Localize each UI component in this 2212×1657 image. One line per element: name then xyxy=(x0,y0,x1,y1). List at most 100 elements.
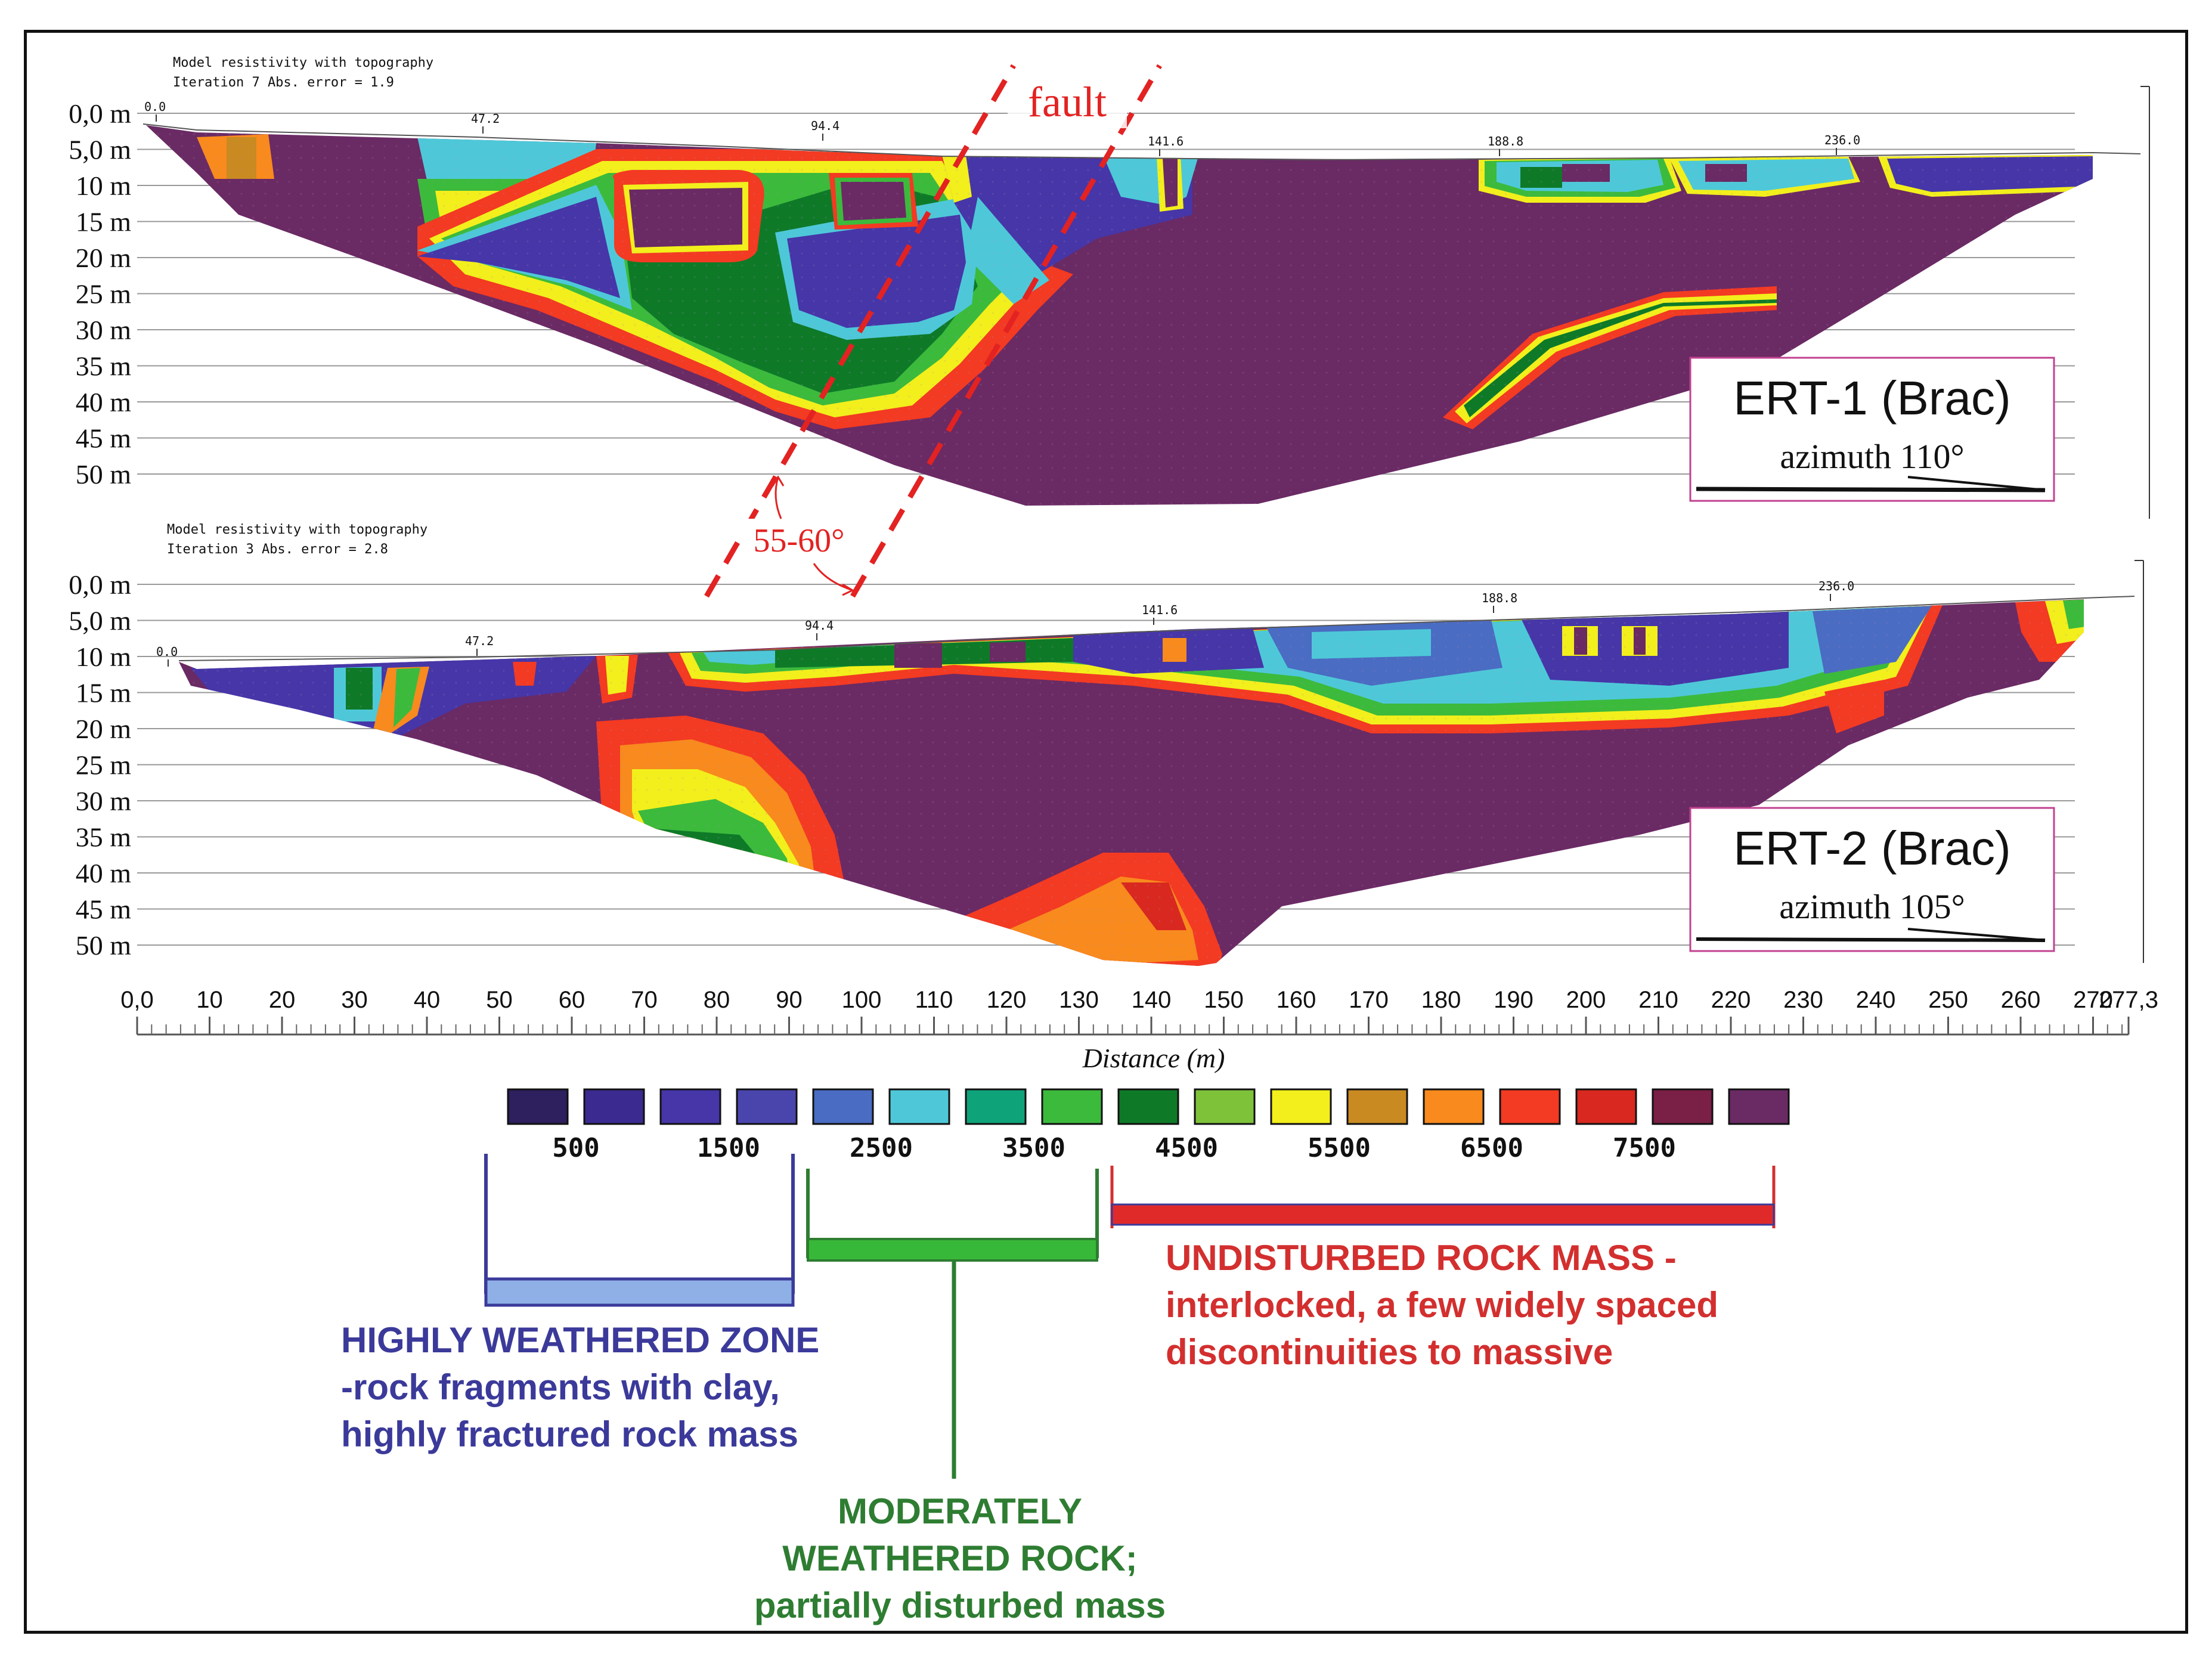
ert2-topo-label: 94.4 xyxy=(805,618,834,633)
distance-tick-label: 50 xyxy=(486,987,513,1013)
ert2-depth-label: 25 m xyxy=(76,750,132,781)
distance-tick-label: 230 xyxy=(1783,987,1823,1013)
ert2-topo-label: 47.2 xyxy=(465,634,494,648)
ert1-topography-labels: 0.0 47.2 94.4 141.6 188.8 236.0 xyxy=(144,100,1860,156)
ert2-depth-label: 45 m xyxy=(76,894,132,925)
ert2-depth-label: 50 m xyxy=(76,930,132,961)
colorbar-label: 500 xyxy=(552,1133,599,1163)
undisturbed-title: UNDISTURBED ROCK MASS - xyxy=(1166,1238,1677,1278)
fault-label: fault xyxy=(1028,78,1107,126)
colorbar-swatch xyxy=(736,1088,798,1125)
highly-weathered-title: HIGHLY WEATHERED ZONE xyxy=(341,1320,819,1360)
ert1-title: ERT-1 (Brac) xyxy=(1733,371,2010,425)
distance-tick-label: 180 xyxy=(1421,987,1461,1013)
distance-axis: 0,0 10 20 30 40 50 60 70 80 90 100 110 120 130 140 150 1… xyxy=(120,987,2158,1073)
distance-tick-label: 140 xyxy=(1132,987,1172,1013)
colorbar-swatch xyxy=(507,1088,569,1125)
ert1-depth-label: 20 m xyxy=(76,243,132,273)
distance-tick-label: 220 xyxy=(1711,987,1751,1013)
ert1-depth-label: 10 m xyxy=(76,171,132,201)
colorbar-label: 7500 xyxy=(1613,1133,1676,1163)
highly-weathered-zone-text: HIGHLY WEATHERED ZONE -rock fragments wi… xyxy=(341,1320,819,1454)
ert1-depth-label: 50 m xyxy=(76,459,132,490)
ert1-topo-label: 94.4 xyxy=(811,119,839,133)
distance-tick-label: 40 xyxy=(414,987,441,1013)
ert1-depth-label: 15 m xyxy=(76,207,132,237)
distance-tick-label: 100 xyxy=(842,987,882,1013)
distance-tick-label: 80 xyxy=(704,987,730,1013)
distance-tick-label: 60 xyxy=(559,987,585,1013)
distance-tick-label: 10 xyxy=(196,987,223,1013)
ert1-topo-label: 236.0 xyxy=(1824,133,1860,147)
colorbar-swatch xyxy=(888,1088,950,1125)
moderately-weathered-bracket xyxy=(806,1169,1099,1479)
ert1-topo-label: 188.8 xyxy=(1488,134,1523,148)
ert1-section: 0,0 m 5,0 m 10 m 15 m 20 m 25 m 30 m 35 m 40 m 45… xyxy=(69,55,2150,519)
moderately-weathered-line2: WEATHERED ROCK; xyxy=(782,1538,1138,1578)
dip-angle-label: 55-60° xyxy=(753,522,844,559)
fault-annotation: fault 55-60° xyxy=(704,64,1162,598)
undisturbed-line2: interlocked, a few widely spaced xyxy=(1166,1285,1718,1325)
distance-tick-label: 20 xyxy=(269,987,296,1013)
distance-tick-label: 200 xyxy=(1566,987,1606,1013)
ert2-topography-labels: 0.0 47.2 94.4 141.6 188.8 236.0 xyxy=(156,579,1854,667)
ert1-depth-label: 30 m xyxy=(76,315,132,345)
ert1-topo-label: 0.0 xyxy=(144,100,166,114)
ert1-topo-label: 141.6 xyxy=(1148,134,1184,148)
ert1-depth-labels: 0,0 m 5,0 m 10 m 15 m 20 m 25 m 30 m 35 m 40 m 45… xyxy=(69,98,131,490)
ert2-header-line2: Iteration 3 Abs. error = 2.8 xyxy=(167,542,388,557)
highly-weathered-line2: -rock fragments with clay, xyxy=(341,1367,780,1407)
ert2-depth-label: 40 m xyxy=(76,858,132,888)
ert2-depth-label: 15 m xyxy=(76,678,132,708)
figure-frame xyxy=(24,30,2188,1634)
colorbar-label: 6500 xyxy=(1460,1133,1523,1163)
colorbar-swatch xyxy=(1041,1088,1103,1125)
ert2-depth-labels: 0,0 m 5,0 m 10 m 15 m 20 m 25 m 30 m 35 m 40 m 45… xyxy=(69,569,131,961)
ert1-azimuth: azimuth 110° xyxy=(1780,437,1964,476)
distance-tick-label: 250 xyxy=(1928,987,1968,1013)
distance-tick-label: 30 xyxy=(341,987,368,1013)
colorbar-labels: 500 1500 2500 3500 4500 5500 6500 7500 xyxy=(552,1133,1676,1163)
ert1-resistivity-model xyxy=(146,125,2093,506)
ert1-depth-label: 5,0 m xyxy=(69,135,131,165)
colorbar-swatch xyxy=(1270,1088,1332,1125)
distance-tick-label: 150 xyxy=(1204,987,1244,1013)
colorbar-label: 2500 xyxy=(850,1133,913,1163)
distance-tick-label: 110 xyxy=(915,987,953,1013)
colorbar-swatch xyxy=(965,1088,1027,1125)
ert2-depth-label: 5,0 m xyxy=(69,606,131,636)
ert2-topo-label: 0.0 xyxy=(156,645,178,659)
ert1-depth-label: 45 m xyxy=(76,423,132,454)
colorbar-swatch xyxy=(1194,1088,1256,1125)
distance-tick-label: 210 xyxy=(1638,987,1678,1013)
colorbar-swatch xyxy=(1346,1088,1408,1125)
zone-brackets xyxy=(484,1154,1776,1479)
colorbar-swatch xyxy=(1728,1088,1790,1125)
ert2-topography-line xyxy=(178,596,2135,661)
ert2-topo-label: 188.8 xyxy=(1482,591,1517,605)
fault-line-right xyxy=(850,64,1162,598)
moderately-weathered-line3: partially disturbed mass xyxy=(754,1585,1166,1625)
distance-tick-label: 120 xyxy=(987,987,1027,1013)
distance-tick-label: 190 xyxy=(1494,987,1533,1013)
ert2-azimuth: azimuth 105° xyxy=(1779,887,1965,926)
colorbar-label: 3500 xyxy=(1002,1133,1065,1163)
distance-tick-label: 90 xyxy=(776,987,803,1013)
colorbar-label: 5500 xyxy=(1308,1133,1371,1163)
distance-tick-label: 130 xyxy=(1059,987,1099,1013)
highly-weathered-bracket xyxy=(484,1154,795,1307)
ert1-topography-line xyxy=(142,123,2141,161)
ert1-topo-label: 47.2 xyxy=(471,112,500,126)
distance-tick-label: 260 xyxy=(2001,987,2041,1013)
ert2-title: ERT-2 (Brac) xyxy=(1733,822,2010,875)
colorbar-swatch xyxy=(1499,1088,1561,1125)
ert2-depth-label: 10 m xyxy=(76,642,132,672)
distance-tick-label: 277,3 xyxy=(2099,987,2158,1013)
colorbar-label: 4500 xyxy=(1155,1133,1218,1163)
distance-tick-label: 170 xyxy=(1349,987,1389,1013)
colorbar-swatch xyxy=(1652,1088,1714,1125)
distance-tick-label: 0,0 xyxy=(120,987,154,1013)
ert1-depth-label: 40 m xyxy=(76,387,132,417)
ert2-header-line1: Model resistivity with topography xyxy=(167,522,427,537)
